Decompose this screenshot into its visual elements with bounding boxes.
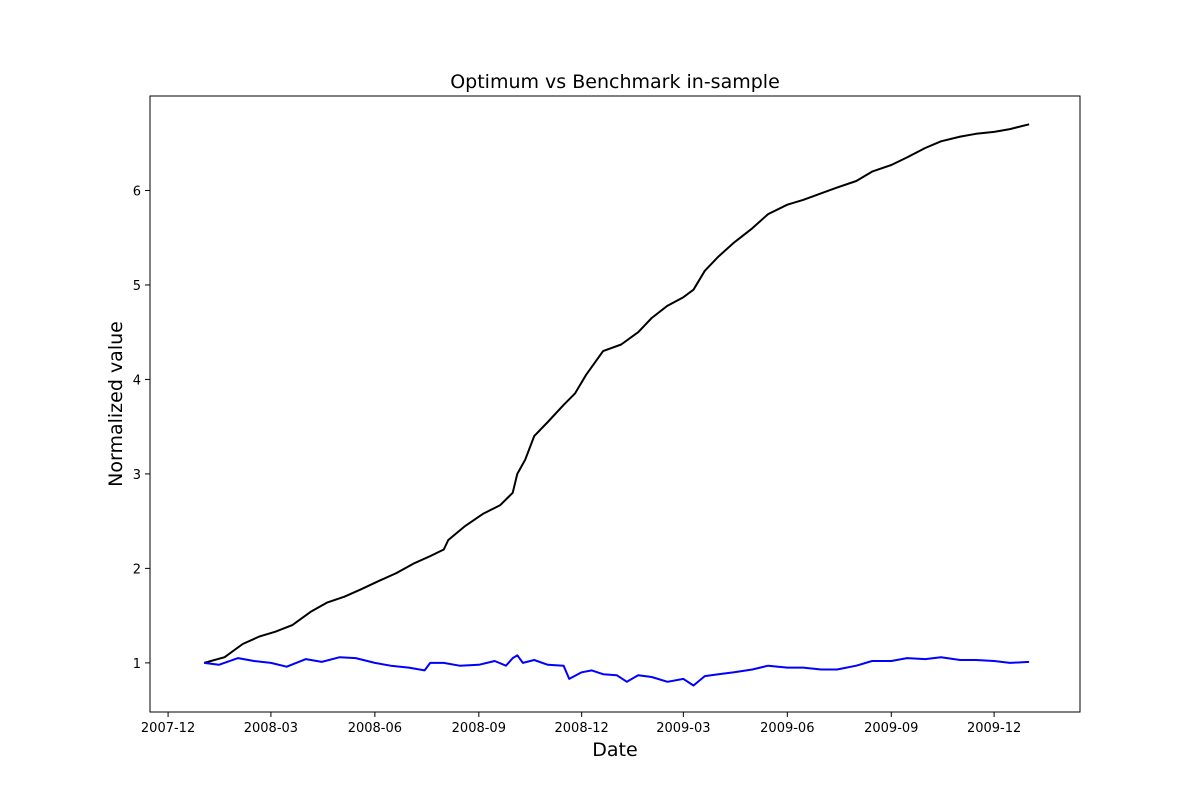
x-tick-label: 2009-12 xyxy=(967,721,1021,736)
x-axis-label: Date xyxy=(592,739,637,761)
y-axis-label: Normalized value xyxy=(105,321,127,487)
x-tick-label: 2007-12 xyxy=(141,721,195,736)
y-tick-label: 4 xyxy=(133,373,141,388)
x-tick-label: 2009-03 xyxy=(656,721,710,736)
plot-frame xyxy=(149,95,1081,713)
x-tick-label: 2008-12 xyxy=(555,721,609,736)
x-tick-label: 2008-03 xyxy=(244,721,298,736)
x-tick-label: 2009-06 xyxy=(760,721,814,736)
series-line-2 xyxy=(204,654,1030,687)
plot-area xyxy=(203,123,1030,687)
x-tick-label: 2008-09 xyxy=(452,721,506,736)
y-tick-label: 5 xyxy=(133,279,141,294)
y-tick-label: 6 xyxy=(133,184,141,199)
x-tick-label: 2008-06 xyxy=(348,721,402,736)
series-line-1 xyxy=(203,123,1030,664)
y-tick-label: 3 xyxy=(133,468,141,483)
y-tick-label: 1 xyxy=(133,657,141,672)
x-axis: 2007-12 2008-03 2008-06 2008-09 2008-12 2009-… xyxy=(141,712,1021,736)
y-axis: 1 2 3 4 5 6 xyxy=(133,184,150,672)
y-tick-label: 2 xyxy=(133,562,141,577)
chart-title: Optimum vs Benchmark in-sample xyxy=(450,71,780,93)
x-tick-label: 2009-09 xyxy=(864,721,918,736)
